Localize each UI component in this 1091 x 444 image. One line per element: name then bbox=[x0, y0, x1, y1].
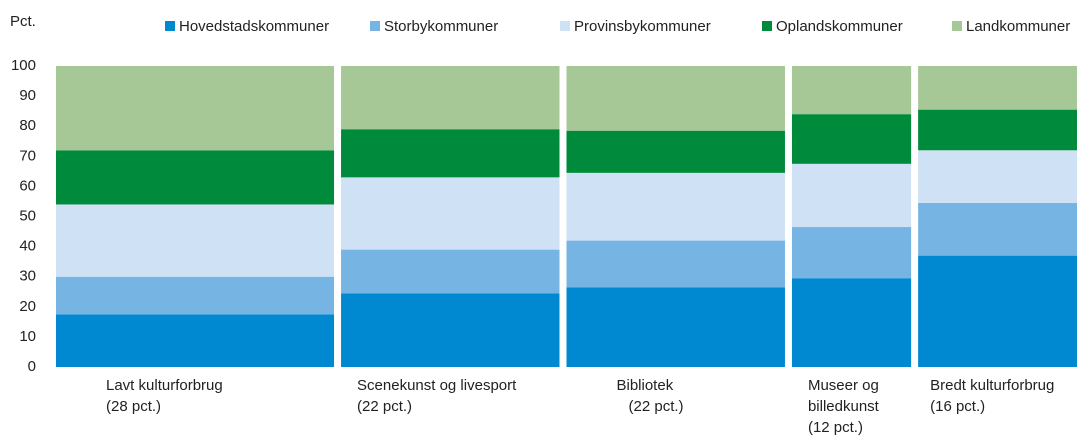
bar-segment bbox=[56, 276, 335, 315]
x-tick-label: Scenekunst og livesport bbox=[357, 377, 517, 394]
legend-swatch bbox=[165, 21, 175, 31]
y-tick-label: 40 bbox=[19, 238, 36, 255]
x-tick-label: (22 pct.) bbox=[629, 398, 684, 415]
bar-segment bbox=[56, 314, 335, 367]
bar-segment bbox=[56, 150, 335, 205]
bar-segment bbox=[56, 204, 335, 277]
x-tick-label: (28 pct.) bbox=[106, 398, 161, 415]
x-tick-label: billedkunst bbox=[808, 398, 880, 415]
bar-segment bbox=[341, 66, 560, 130]
legend-label: Oplandskommuner bbox=[776, 18, 903, 35]
bar-segment bbox=[341, 129, 560, 178]
bar-segment bbox=[566, 287, 785, 367]
legend-swatch bbox=[560, 21, 570, 31]
bar-segment bbox=[566, 130, 785, 173]
legend-label: Provinsbykommuner bbox=[574, 18, 711, 35]
bar-segment bbox=[341, 293, 560, 367]
bar-segment bbox=[918, 109, 1077, 151]
y-tick-label: 30 bbox=[19, 268, 36, 285]
bar-segment bbox=[566, 172, 785, 241]
legend-swatch bbox=[952, 21, 962, 31]
y-tick-label: 10 bbox=[19, 328, 36, 345]
x-tick-label: (12 pct.) bbox=[808, 419, 863, 436]
bar-segment bbox=[56, 66, 335, 151]
bar-segment bbox=[791, 227, 912, 279]
y-tick-label: 50 bbox=[19, 207, 36, 224]
bar-segment bbox=[566, 66, 785, 131]
y-tick-label: 20 bbox=[19, 298, 36, 315]
y-axis-label: Pct. bbox=[10, 13, 36, 30]
x-tick-label: Museer og bbox=[808, 377, 879, 394]
x-tick-label: Lavt kulturforbrug bbox=[106, 377, 223, 394]
bar-segment bbox=[918, 202, 1077, 256]
x-tick-label: Bredt kulturforbrug bbox=[930, 377, 1054, 394]
bar-segment bbox=[918, 255, 1077, 367]
bar-segment bbox=[566, 240, 785, 288]
bar-segment bbox=[791, 163, 912, 228]
legend-swatch bbox=[370, 21, 380, 31]
y-tick-label: 70 bbox=[19, 147, 36, 164]
bar-segment bbox=[791, 278, 912, 367]
legend-swatch bbox=[762, 21, 772, 31]
x-tick-label: (22 pct.) bbox=[357, 398, 412, 415]
bar-segment bbox=[918, 66, 1077, 110]
y-tick-label: 100 bbox=[11, 57, 36, 74]
bar-segment bbox=[791, 66, 912, 115]
y-tick-label: 90 bbox=[19, 87, 36, 104]
bar-segment bbox=[918, 150, 1077, 203]
legend-label: Hovedstadskommuner bbox=[179, 18, 329, 35]
bar-segment bbox=[341, 249, 560, 294]
bar-segment bbox=[791, 114, 912, 164]
y-tick-label: 80 bbox=[19, 117, 36, 134]
bar-segment bbox=[341, 177, 560, 250]
y-tick-label: 60 bbox=[19, 177, 36, 194]
legend-label: Storbykommuner bbox=[384, 18, 498, 35]
x-tick-label: Bibliotek bbox=[617, 377, 674, 394]
x-tick-label: (16 pct.) bbox=[930, 398, 985, 415]
y-tick-label: 0 bbox=[28, 358, 36, 375]
legend-label: Landkommuner bbox=[966, 18, 1070, 35]
